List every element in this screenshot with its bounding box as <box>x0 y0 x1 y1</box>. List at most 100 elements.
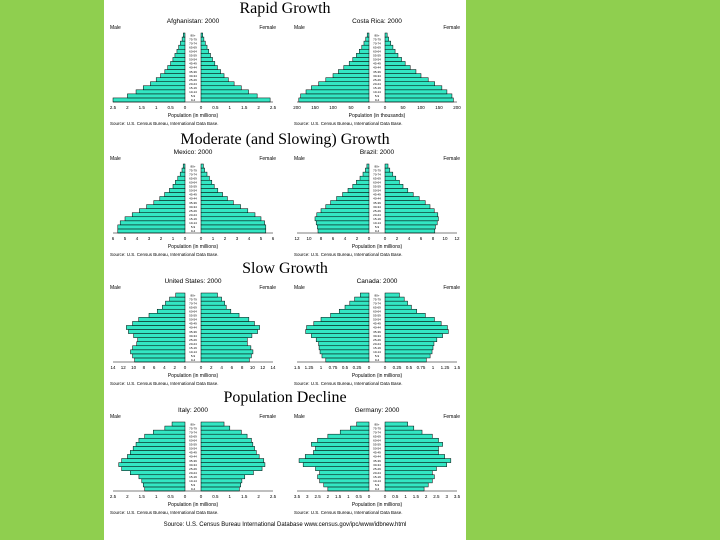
female-bar <box>384 212 439 218</box>
male-bar <box>150 81 186 87</box>
age-label: 35-39 <box>373 70 381 74</box>
age-label: 60-64 <box>189 49 197 53</box>
female-bar <box>200 81 235 87</box>
x-tick-label: 1.5 <box>294 365 301 370</box>
female-bar <box>384 425 415 431</box>
age-label: 45-49 <box>189 322 197 326</box>
age-label: 55-59 <box>189 185 197 189</box>
age-label: 20-24 <box>189 471 197 475</box>
female-bar <box>200 442 254 447</box>
x-tick-label: 2 <box>327 494 330 499</box>
male-bar <box>124 216 186 222</box>
x-tick-label: 2.5 <box>270 105 277 110</box>
female-bar <box>384 325 448 330</box>
x-tick-label: 2 <box>210 365 213 370</box>
x-tick-label: 2.5 <box>314 494 321 499</box>
x-tick-label: 12 <box>294 236 300 241</box>
age-label: 0-4 <box>375 229 380 233</box>
male-bar <box>315 220 370 226</box>
female-bar <box>200 345 252 351</box>
age-label: 25-29 <box>189 209 197 213</box>
female-bar <box>200 85 242 91</box>
age-label: 15-19 <box>373 86 381 90</box>
age-label: 80+ <box>374 293 379 297</box>
x-tick-label: 0.5 <box>342 365 349 370</box>
male-bar <box>117 224 186 230</box>
x-tick-label: 1.5 <box>241 105 248 110</box>
pyramid-plot: 0-45-910-1415-1920-2425-2930-3435-3940-4… <box>294 163 460 241</box>
age-label: 70-74 <box>373 301 381 305</box>
male-bar <box>177 175 186 181</box>
male-bar <box>330 200 370 205</box>
female-bar <box>200 188 219 193</box>
female-bar <box>384 171 394 177</box>
female-bar <box>384 48 396 54</box>
male-bar <box>327 486 370 492</box>
x-tick-label: 8 <box>320 236 323 241</box>
male-bar <box>169 296 186 302</box>
female-label: Female <box>259 156 276 162</box>
male-bar <box>131 212 186 218</box>
age-label: 35-39 <box>189 459 197 463</box>
female-bar <box>200 220 265 226</box>
x-tick-label: 200 <box>293 105 301 110</box>
age-label: 80+ <box>190 422 195 426</box>
male-bar <box>344 304 370 310</box>
pyramid-title: Germany: 2000 <box>354 407 400 414</box>
age-label: 75-79 <box>189 168 197 172</box>
female-bar <box>384 349 433 355</box>
male-bar <box>180 40 186 46</box>
x-tick-label: 2 <box>173 365 176 370</box>
male-bar <box>349 300 370 306</box>
age-label: 55-59 <box>373 54 381 58</box>
female-bar <box>384 53 399 58</box>
male-label: Male <box>110 414 121 420</box>
source-note: Source: U.S. Census Bureau, Internationa… <box>110 252 219 257</box>
x-tick-label: 5 <box>124 236 127 241</box>
female-bar <box>384 85 443 91</box>
x-tick-label: 0.75 <box>417 365 426 370</box>
pyramid-italy: 0-4 5-9 10-14 15-19 20-24 25-29 30-34 35-39 40-4… <box>107 406 279 519</box>
female-bar <box>200 458 265 463</box>
x-tick-label: 6 <box>153 365 156 370</box>
age-label: 65-69 <box>373 434 381 438</box>
female-bar <box>200 454 260 459</box>
male-bar <box>317 437 370 443</box>
male-bar <box>164 425 186 431</box>
age-label: 55-59 <box>373 443 381 447</box>
female-bar <box>384 474 435 480</box>
female-bar <box>384 184 404 189</box>
age-label: 5-9 <box>191 94 196 98</box>
x-tick-label: 1 <box>432 365 435 370</box>
male-bar <box>320 208 370 213</box>
age-label: 80+ <box>374 422 379 426</box>
x-tick-label: 5 <box>260 236 263 241</box>
female-bar <box>200 89 249 95</box>
male-bar <box>318 341 370 347</box>
female-bar <box>384 77 429 82</box>
x-tick-label: 0 <box>184 494 187 499</box>
x-tick-label: 1 <box>212 236 215 241</box>
female-bar <box>200 425 231 431</box>
male-bar <box>156 308 186 314</box>
male-bar <box>164 69 186 74</box>
male-bar <box>356 53 370 58</box>
male-bar <box>179 171 186 177</box>
female-bar <box>384 192 414 197</box>
female-bar <box>384 81 435 87</box>
female-bar <box>384 292 400 298</box>
x-axis-label: Population (in millions) <box>167 502 219 508</box>
female-bar <box>384 65 411 70</box>
x-axis-label: Population (in thousands) <box>348 113 406 119</box>
x-tick-label: 0 <box>184 236 187 241</box>
age-label: 0-4 <box>375 98 380 102</box>
female-bar <box>200 73 225 78</box>
male-bar <box>138 437 186 443</box>
x-tick-label: 200 <box>453 105 461 110</box>
female-bar <box>200 65 218 70</box>
male-bar <box>165 300 186 306</box>
male-bar <box>306 325 370 330</box>
x-tick-label: 4 <box>220 365 223 370</box>
age-label: 65-69 <box>189 176 197 180</box>
female-bar <box>200 353 252 359</box>
